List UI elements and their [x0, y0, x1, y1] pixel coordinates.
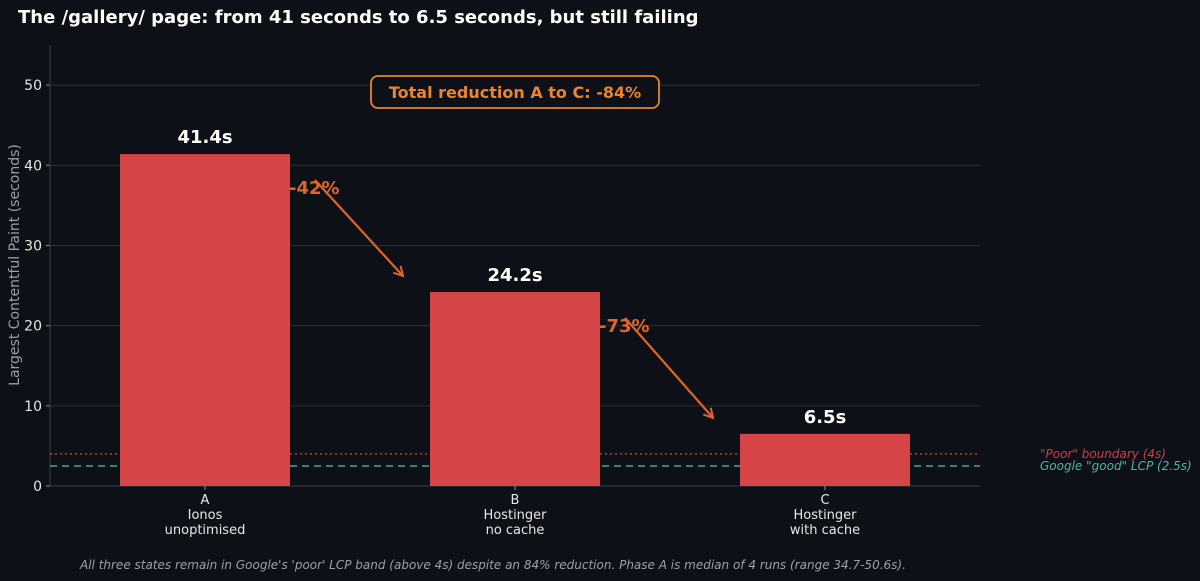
x-tick-label: with cache [790, 523, 860, 538]
y-tick-label: 50 [24, 78, 42, 94]
bar [740, 433, 910, 486]
percent-change-label: -42% [289, 178, 340, 199]
y-tick-label: 0 [33, 479, 42, 495]
y-tick-label: 10 [24, 399, 42, 415]
change-arrow [314, 179, 403, 276]
y-axis-label: Largest Contentful Paint (seconds) [7, 144, 23, 386]
x-tick-label: A [201, 493, 210, 508]
x-tick-label: unoptimised [165, 523, 246, 538]
x-tick-label: no cache [486, 523, 545, 538]
y-tick-label: 30 [24, 238, 42, 254]
reference-line-label: "Poor" boundary (4s) [1040, 447, 1166, 461]
y-tick-label: 40 [24, 158, 42, 174]
x-tick-label: Ionos [188, 508, 223, 523]
y-tick-label: 20 [24, 319, 42, 335]
x-tick-label: B [511, 493, 520, 508]
annotation-text: Total reduction A to C: -84% [389, 83, 641, 102]
reference-line-label: Google "good" LCP (2.5s) [1040, 459, 1192, 473]
bar [430, 291, 600, 486]
plot-area: 0 10 20 30 40 50 "Poor" boundary (4s)Google "g… [24, 45, 1192, 538]
data-label: 41.4s [177, 127, 232, 148]
x-tick-label: Hostinger [793, 508, 857, 523]
footnote: All three states remain in Google's 'poo… [79, 558, 906, 572]
chart-title: The /gallery/ page: from 41 seconds to 6… [18, 7, 699, 28]
bar [120, 154, 290, 486]
x-tick-label: C [820, 493, 829, 508]
change-arrow [624, 317, 713, 418]
x-tick-label: Hostinger [483, 508, 547, 523]
data-label: 24.2s [487, 265, 542, 286]
data-label: 6.5s [804, 407, 847, 428]
annotation-box [370, 75, 660, 109]
percent-change-label: -73% [599, 316, 650, 337]
